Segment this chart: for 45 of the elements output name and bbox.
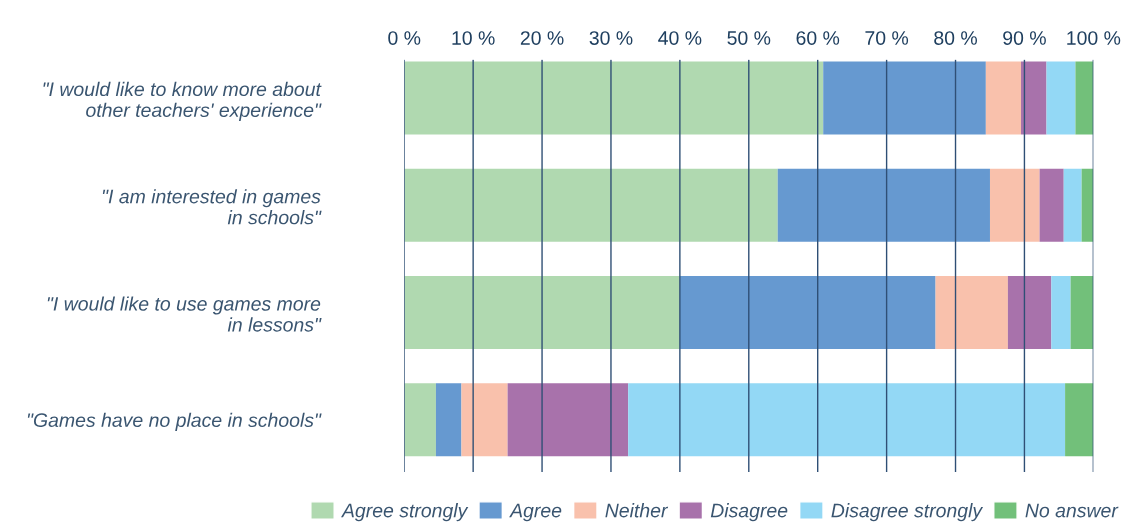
bar	[404, 276, 680, 350]
bar	[404, 168, 778, 242]
bar	[1020, 61, 1047, 135]
y-tick-label: "Games have no place in schools"	[27, 412, 322, 431]
bar	[1081, 168, 1094, 242]
bar	[404, 383, 436, 457]
bar	[1065, 383, 1094, 457]
x-tick-label: 70 %	[865, 31, 909, 45]
legend-label: Disagree strongly	[831, 503, 984, 522]
x-tick-label: 30 %	[589, 31, 633, 45]
bar	[1075, 61, 1094, 135]
x-tick-label: 90 %	[1003, 31, 1046, 45]
y-tick-label: "I would like to use games more in lessons"	[47, 296, 322, 332]
y-tick-label: "I would like to know more about other teachers' experience"	[43, 81, 322, 121]
x-tick-label: 20 %	[520, 31, 564, 45]
x-tick-label: 60 %	[796, 31, 840, 45]
x-tick-label: 0 %	[388, 31, 421, 45]
x-tick-label: 80 %	[934, 31, 977, 45]
bar	[679, 276, 936, 350]
bar	[507, 383, 629, 457]
bar	[1007, 276, 1052, 350]
x-tick-label: 40 %	[658, 31, 702, 45]
bar	[1039, 168, 1064, 242]
bar	[935, 276, 1008, 350]
y-tick-label: "I am interested in games in schools"	[102, 189, 322, 225]
bar	[1070, 276, 1094, 350]
x-tick-label: 100 %	[1067, 31, 1121, 45]
legend-label: Agree	[509, 503, 562, 522]
x-tick-label: 50 %	[727, 31, 771, 45]
bar	[777, 168, 990, 242]
bar	[1063, 168, 1082, 242]
bar	[435, 383, 462, 457]
bar	[823, 61, 986, 135]
bar	[989, 168, 1040, 242]
legend-label: Agree strongly	[341, 503, 469, 522]
legend-label: Neither	[605, 503, 669, 518]
legend-label: No answer	[1025, 503, 1119, 518]
legend-label: Disagree	[710, 503, 788, 522]
bar	[628, 383, 1066, 457]
bar	[985, 61, 1021, 135]
bar	[1051, 276, 1071, 350]
bar	[404, 61, 824, 135]
bar	[1046, 61, 1076, 135]
bar	[461, 383, 508, 457]
x-tick-label: 10 %	[452, 31, 495, 45]
